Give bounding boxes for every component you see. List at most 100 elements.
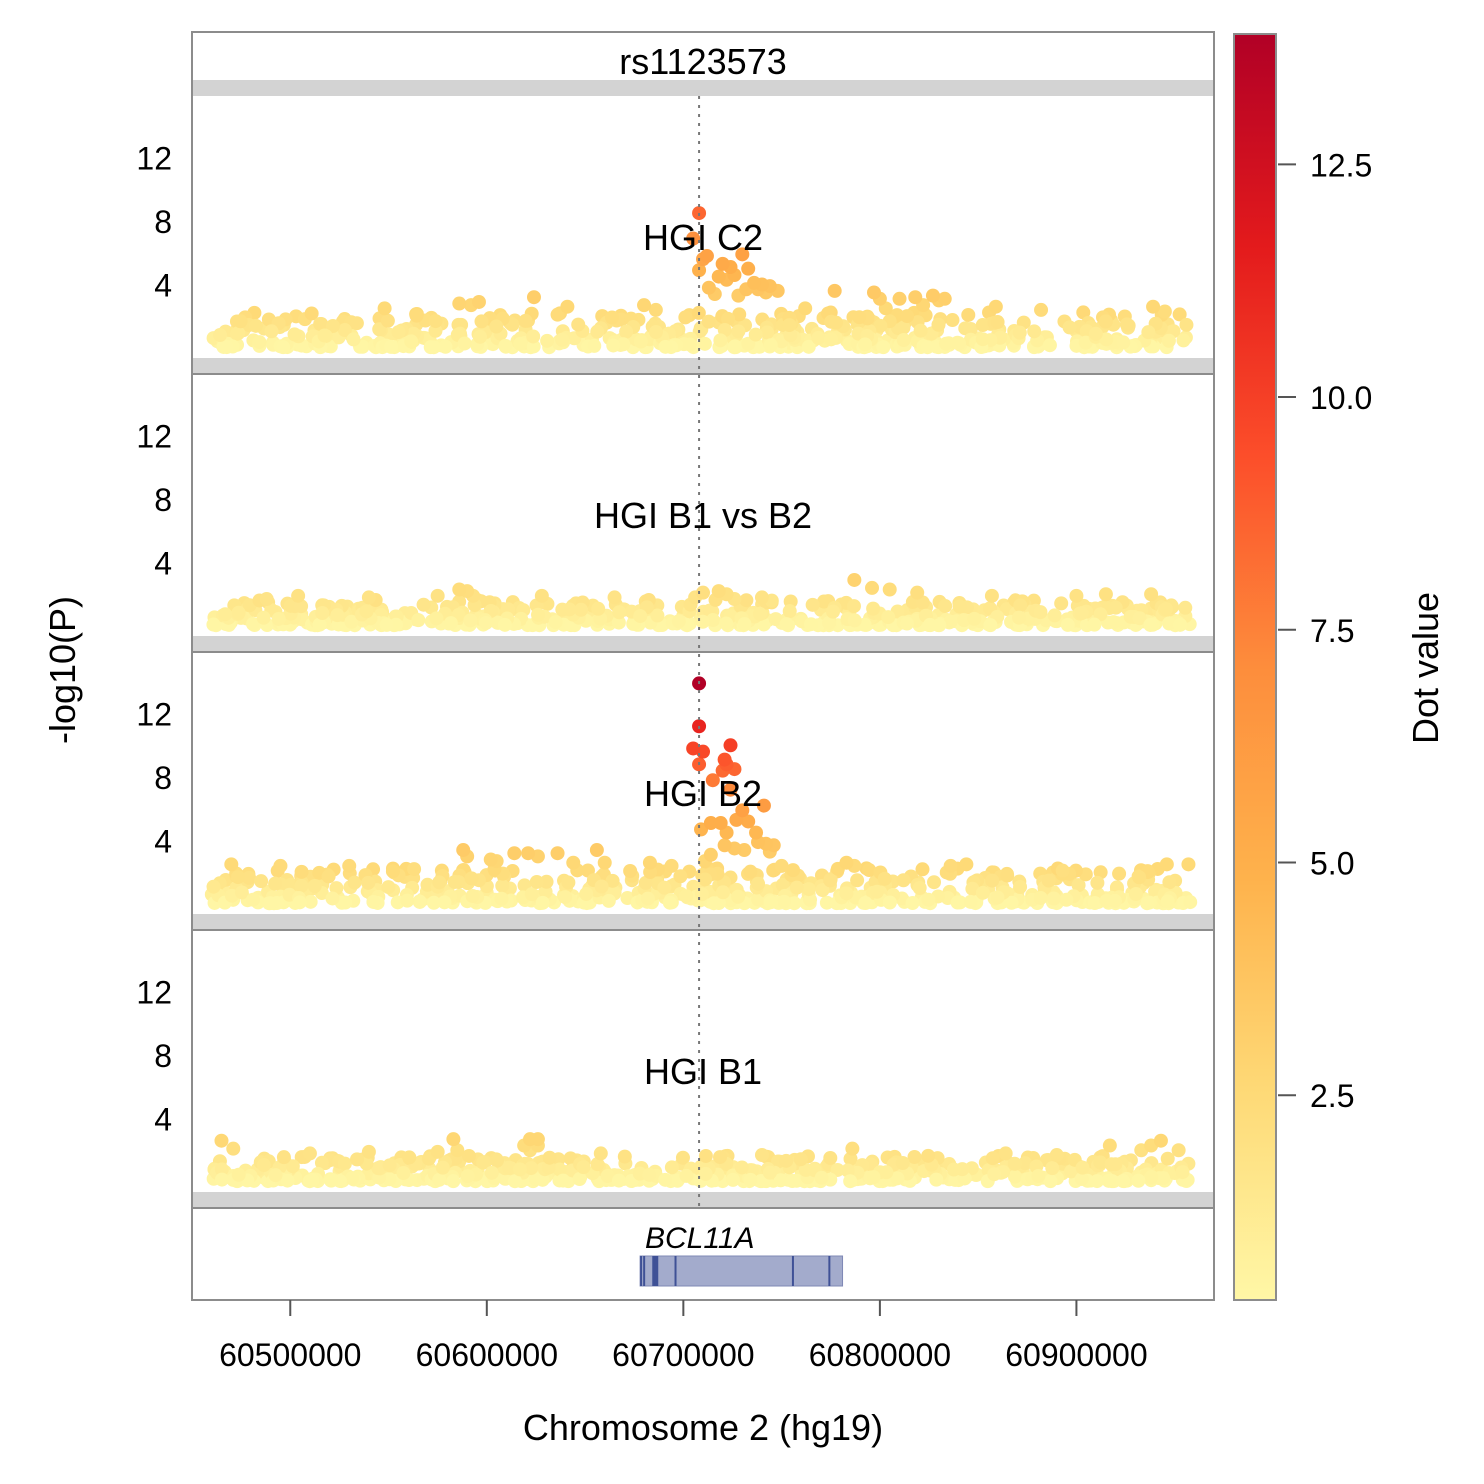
data-point [876,340,891,355]
data-point [782,318,797,333]
data-point [254,874,269,889]
data-point [950,895,965,910]
panel-baseline-strip [192,1192,1214,1208]
data-point [985,873,1000,888]
data-point [773,1173,788,1188]
data-point [380,313,395,328]
data-point [984,588,999,603]
data-point [539,874,554,889]
data-point [324,1173,339,1188]
data-point [430,588,445,603]
colorbar-tick-label: 12.5 [1310,147,1372,183]
data-point [967,611,982,626]
data-point [763,338,778,353]
data-point [1178,600,1193,615]
data-point [473,329,488,344]
data-point [259,592,274,607]
data-point [1033,605,1048,620]
data-point [945,313,960,328]
data-point [1034,302,1049,317]
data-point [529,874,544,889]
panel-baseline-strip [192,914,1214,930]
data-point [224,857,239,872]
data-point [803,892,818,907]
data-point [252,335,267,350]
data-point [273,858,288,873]
data-point [1013,879,1028,894]
data-point [846,599,861,614]
y-tick-label: 4 [154,546,172,582]
data-point [497,617,512,632]
data-point [922,617,937,632]
data-point [642,855,657,870]
data-point [1157,304,1172,319]
data-point [474,314,489,329]
data-point [734,1160,749,1175]
data-point [852,310,867,325]
data-point [1132,870,1147,885]
data-point [1042,338,1057,353]
data-point [858,337,873,352]
data-point [1055,863,1070,878]
data-point [839,855,854,870]
data-point [382,1172,397,1187]
data-point [698,1148,713,1163]
data-point [325,891,340,906]
data-point [347,875,362,890]
data-point [850,873,865,888]
data-point [896,873,911,888]
data-point [1112,866,1127,881]
data-point [927,875,942,890]
data-point [751,876,766,891]
data-point [637,298,652,313]
data-point [572,1172,587,1187]
data-point [975,318,990,333]
data-point [321,869,336,884]
data-point [234,885,249,900]
data-point [385,864,400,879]
data-point [607,590,622,605]
data-point [749,825,764,840]
data-point [550,846,565,861]
data-point [840,1163,855,1178]
data-point [826,604,841,619]
data-point [671,614,686,629]
data-point [426,340,441,355]
panel-baseline-strip [192,358,1214,374]
data-point [706,896,721,911]
data-point [465,889,480,904]
data-point [1041,873,1056,888]
data-point [662,895,677,910]
data-point [717,752,732,767]
data-point [429,611,444,626]
gene-exon [654,1256,657,1286]
data-point [342,858,357,873]
data-point [292,895,307,910]
data-point [214,1162,229,1177]
data-point [793,1152,808,1167]
data-point [242,870,257,885]
data-point [815,883,830,898]
data-point [285,1159,300,1174]
data-point [512,1162,527,1177]
data-point [1162,875,1177,890]
data-point [619,324,634,339]
data-point [1173,617,1188,632]
data-point [762,1165,777,1180]
data-point [939,336,954,351]
data-point [560,299,575,314]
data-point [998,1146,1013,1161]
x-tick-label: 60600000 [416,1337,558,1373]
data-point [959,857,974,872]
data-point [526,290,541,305]
data-point [330,608,345,623]
data-point [739,593,754,608]
y-tick-label: 12 [136,419,172,455]
panel-label: HGI C2 [643,217,763,258]
data-point [1116,1174,1131,1189]
data-point [407,862,422,877]
data-point [268,876,283,891]
data-point [1093,865,1108,880]
data-point [657,880,672,895]
data-point [777,894,792,909]
